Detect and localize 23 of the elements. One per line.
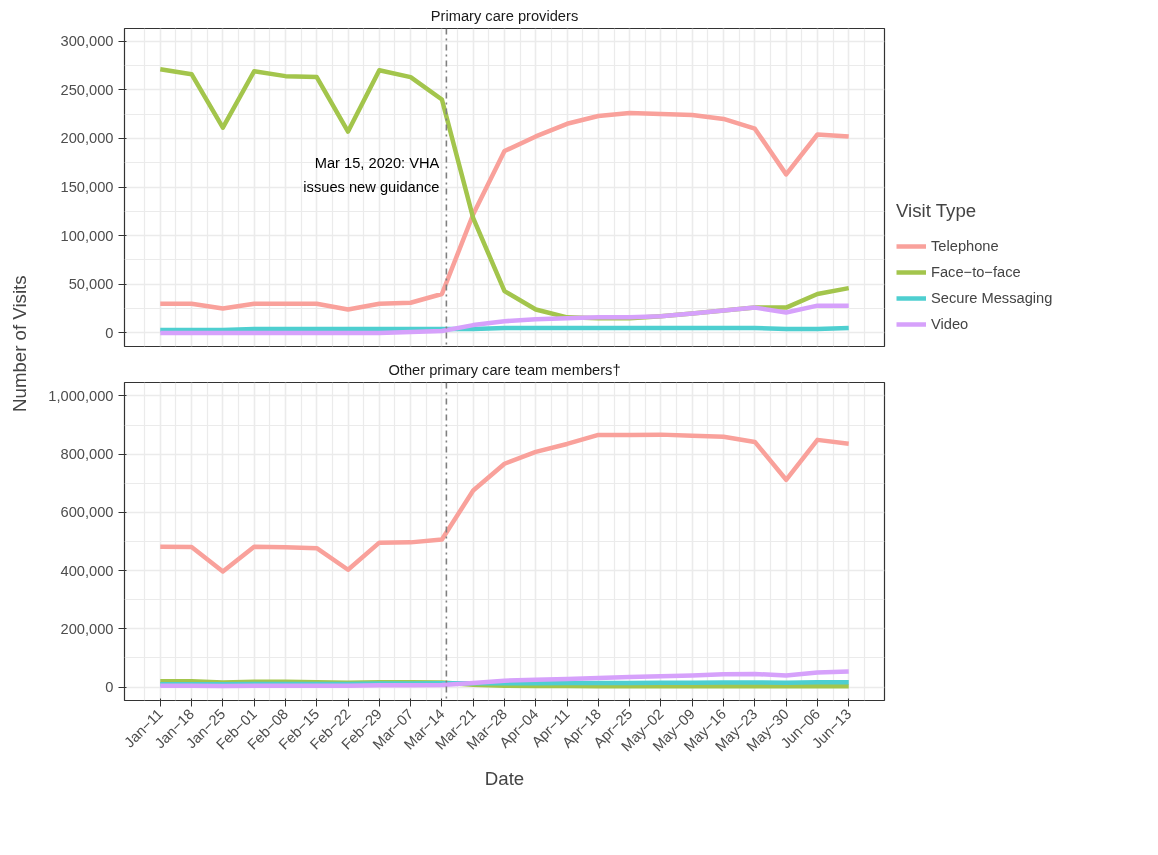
chart-title: Primary care providers [430, 7, 579, 24]
legend-label: Face−to−face [931, 264, 1021, 280]
chart-title: Other primary care team members† [388, 361, 621, 378]
y-axis-title: Number of Visits [8, 275, 30, 412]
legend-label: Video [931, 316, 969, 332]
y-tick-label: 600,000 [60, 504, 114, 521]
y-tick-label: 400,000 [60, 562, 114, 579]
y-tick-label: 1,000,000 [48, 387, 114, 404]
y-tick-label: 250,000 [60, 81, 114, 98]
ref-line-label: Mar 15, 2020: VHA issues new guidance [303, 154, 440, 195]
y-tick-label: 50,000 [68, 276, 114, 293]
y-tick-label: 0 [105, 324, 114, 341]
legend-title: Visit Type [896, 200, 978, 222]
legend-label: Secure Messaging [931, 290, 1053, 306]
y-tick-label: 300,000 [60, 33, 114, 50]
y-tick-label: 800,000 [60, 446, 114, 463]
y-tick-label: 0 [105, 679, 114, 696]
y-tick-label: 100,000 [60, 227, 114, 244]
y-tick-label: 200,000 [60, 620, 114, 637]
y-tick-label: 150,000 [60, 179, 114, 196]
y-tick-label: 200,000 [60, 130, 114, 147]
legend-label: Telephone [931, 238, 999, 254]
x-axis-title: Date [484, 767, 525, 789]
